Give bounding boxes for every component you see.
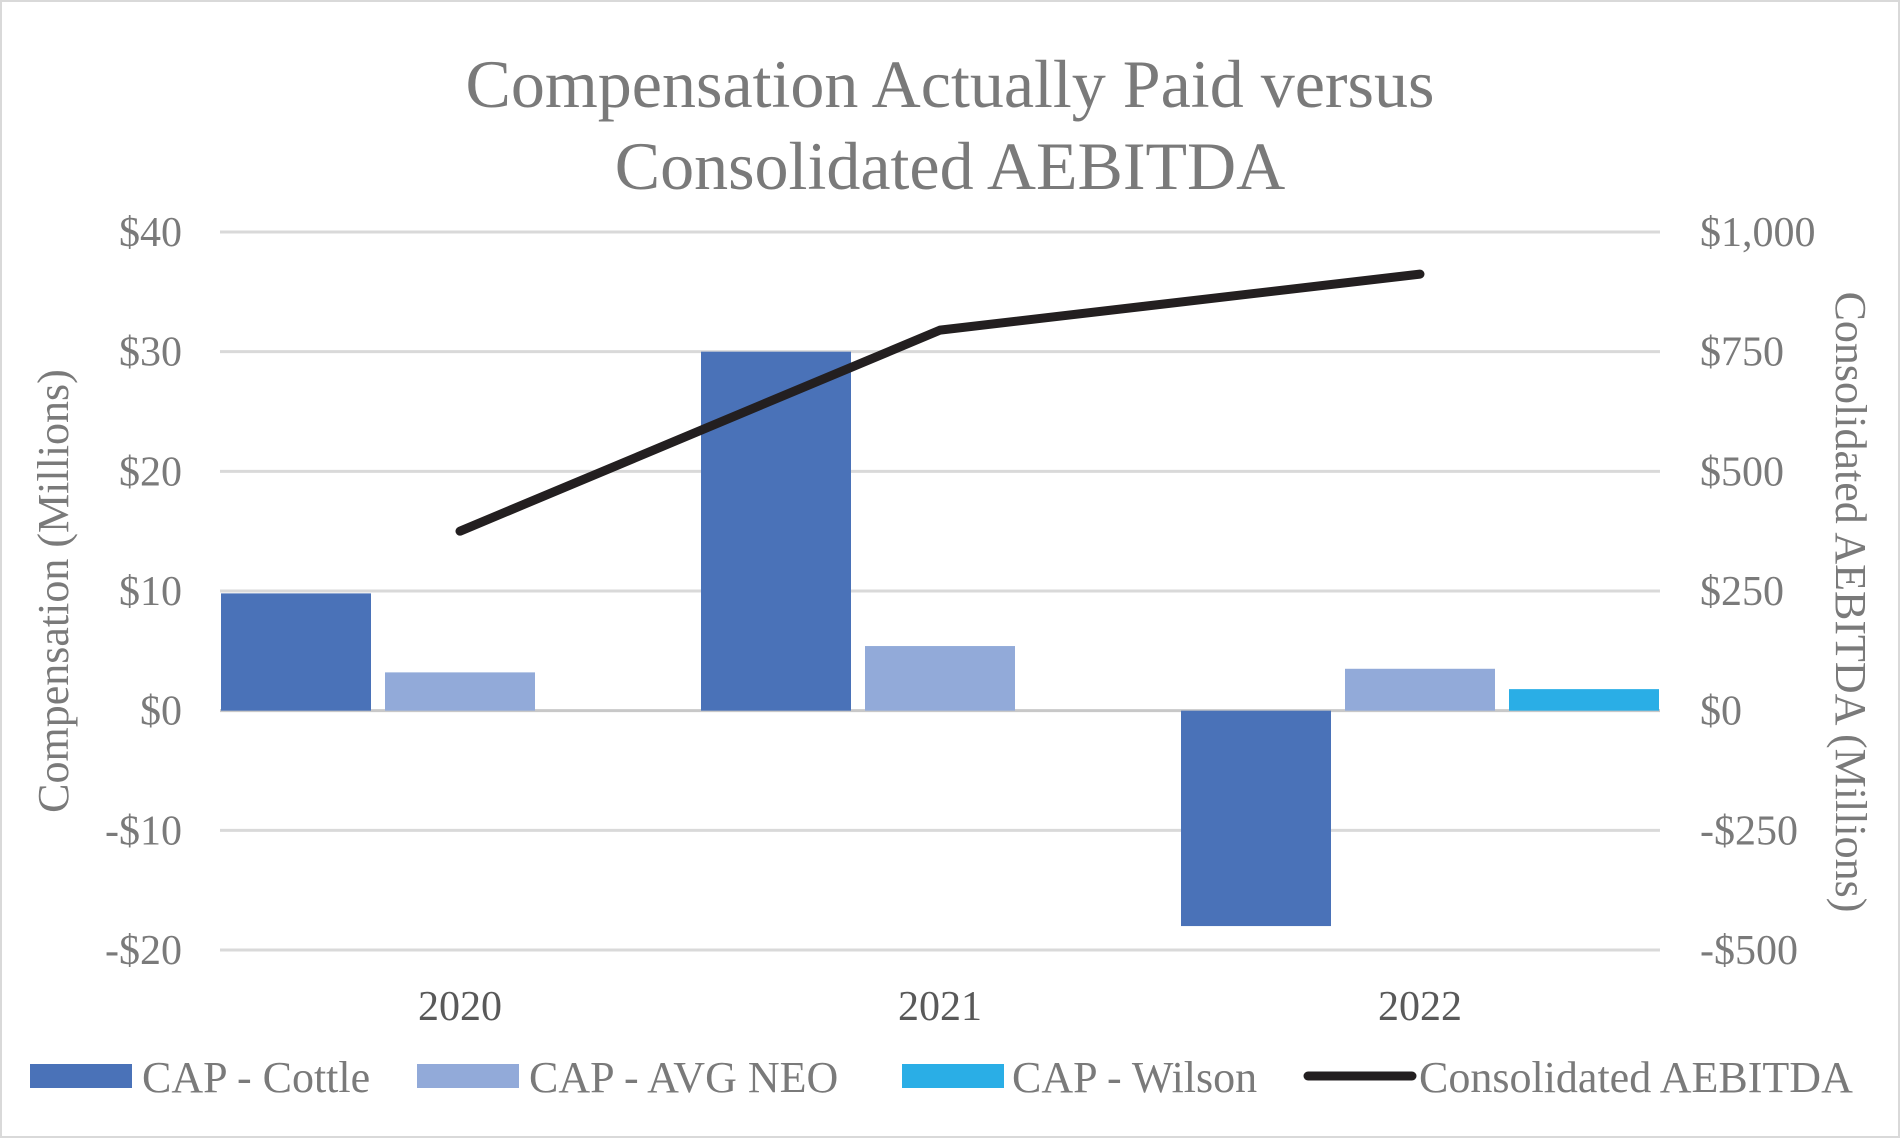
gridlines — [220, 230, 1660, 952]
left-tick-label: $30 — [119, 330, 182, 376]
right-tick-label: -$500 — [1700, 928, 1798, 974]
right-tick-label: $0 — [1700, 689, 1742, 735]
legend: CAP - Cottle CAP - AVG NEO CAP - Wilson Con… — [30, 1053, 1853, 1102]
left-tick-label: -$20 — [105, 928, 182, 974]
left-tick-label: $20 — [119, 449, 182, 495]
line-layer — [455, 269, 1425, 536]
left-axis-title: Compensation (Millions) — [29, 369, 78, 813]
left-tick-label: $0 — [140, 689, 182, 735]
right-axis-title: Consolidated AEBITDA (Millions) — [1826, 292, 1875, 913]
legend-label-consolidated-aebitda: Consolidated AEBITDA — [1419, 1053, 1853, 1102]
bar-cap-avg-neo-2022 — [1345, 668, 1495, 711]
bar-cap-avg-neo-2020 — [385, 672, 535, 711]
legend-label-cap-cottle: CAP - Cottle — [142, 1053, 370, 1102]
chart-title-line-2: Consolidated AEBITDA — [615, 128, 1286, 204]
left-tick-label: $40 — [119, 210, 182, 256]
right-tick-label: -$250 — [1700, 808, 1798, 854]
category-label-2022: 2022 — [1378, 984, 1462, 1030]
legend-swatch-cap-avg-neo — [417, 1064, 519, 1088]
legend-swatch-cap-wilson — [902, 1064, 1004, 1088]
legend-label-cap-wilson: CAP - Wilson — [1012, 1053, 1257, 1102]
left-tick-label: $10 — [119, 569, 182, 615]
bar-cap-avg-neo-2021 — [865, 646, 1015, 711]
right-tick-label: $1,000 — [1700, 210, 1816, 256]
labels: Compensation Actually Paid versusConsoli… — [29, 46, 1875, 1030]
bar-cap-cottle-2022 — [1181, 710, 1331, 927]
line-consolidated-aebitda — [455, 269, 1425, 536]
right-tick-label: $750 — [1700, 330, 1784, 376]
bar-cap-cottle-2021 — [701, 351, 851, 711]
legend-label-cap-avg-neo: CAP - AVG NEO — [529, 1053, 838, 1102]
bar-cap-cottle-2020 — [221, 593, 371, 711]
right-tick-label: $500 — [1700, 449, 1784, 495]
legend-swatch-cap-cottle — [30, 1064, 132, 1088]
right-tick-label: $250 — [1700, 569, 1784, 615]
left-tick-label: -$10 — [105, 808, 182, 854]
category-label-2021: 2021 — [898, 984, 982, 1030]
chart-title-line-1: Compensation Actually Paid versus — [466, 46, 1435, 122]
bars — [221, 351, 1659, 927]
bar-cap-wilson-2022 — [1509, 689, 1659, 711]
category-label-2020: 2020 — [418, 984, 502, 1030]
